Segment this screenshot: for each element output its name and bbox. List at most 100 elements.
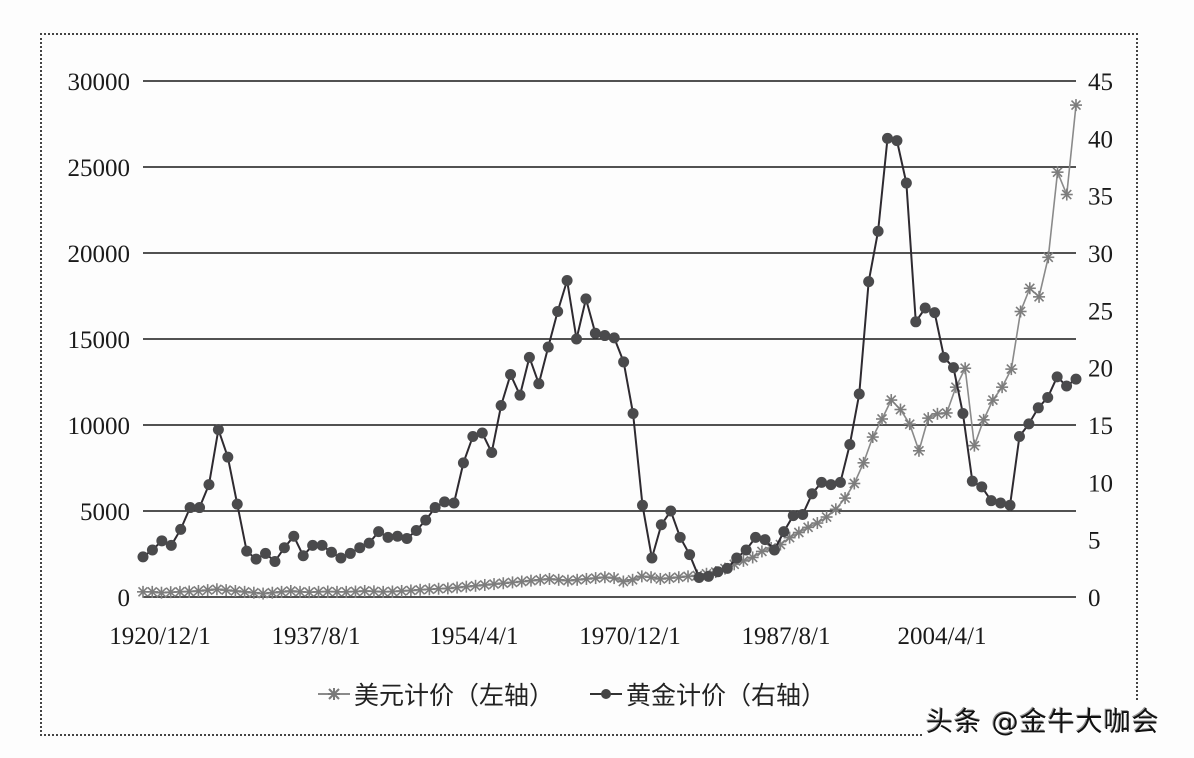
y-left-tick-label: 30000 (68, 69, 131, 96)
asterisk-marker (1033, 290, 1046, 303)
circle-marker (806, 488, 818, 500)
asterisk-marker (220, 584, 233, 597)
circle-marker (976, 481, 988, 493)
asterisk-marker (266, 586, 279, 599)
circle-marker (429, 502, 441, 514)
circle-marker (1051, 371, 1063, 383)
circle-marker (844, 438, 856, 450)
asterisk-marker (829, 503, 842, 516)
asterisk-marker (257, 587, 270, 600)
circle-marker (693, 572, 705, 584)
y-axis-right: 0 5 10 15 20 25 30 35 40 45 (1088, 69, 1113, 612)
legend-label-usd: 美元计价（左轴） (354, 681, 555, 710)
y-right-tick-label: 45 (1088, 69, 1113, 96)
y-left-tick-label: 0 (118, 585, 131, 612)
asterisk-marker (247, 586, 260, 599)
asterisk-marker (1014, 305, 1027, 318)
watermark: 头条 @金牛大咖会 (924, 700, 1162, 739)
circle-marker (608, 332, 620, 344)
asterisk-marker (940, 406, 953, 419)
circle-marker (391, 530, 403, 542)
asterisk-marker (866, 431, 879, 444)
circle-marker (203, 479, 215, 491)
asterisk-marker (931, 407, 944, 420)
circle-marker (288, 530, 300, 542)
y-right-tick-label: 20 (1088, 356, 1113, 383)
circle-marker (787, 510, 799, 522)
asterisk-marker (876, 412, 889, 425)
circle-marker (580, 293, 592, 305)
circle-marker (1042, 391, 1054, 403)
y-right-tick-label: 10 (1088, 470, 1113, 497)
circle-marker (985, 495, 997, 507)
x-tick-label: 1937/8/1 (272, 623, 361, 650)
asterisk-marker (312, 585, 325, 598)
circle-marker (165, 539, 177, 551)
asterisk-marker (1023, 282, 1036, 295)
circle-marker (552, 305, 564, 317)
circle-marker (721, 562, 733, 574)
circle-marker (175, 523, 187, 535)
legend-item-gold: 黄金计价（右轴） (590, 676, 826, 712)
circle-marker (910, 316, 922, 328)
asterisk-marker (608, 572, 621, 585)
y-right-tick-label: 5 (1088, 528, 1101, 555)
asterisk-marker (146, 585, 159, 598)
asterisk-marker (404, 584, 417, 597)
legend-item-usd: 美元计价（左轴） (318, 676, 554, 712)
circle-marker (231, 498, 243, 510)
circle-marker (938, 351, 950, 363)
circle-marker (335, 552, 347, 564)
circle-marker (533, 378, 545, 390)
asterisk-marker (654, 572, 667, 585)
circle-marker (184, 502, 196, 514)
asterisk-marker (210, 583, 223, 596)
asterisk-marker (617, 575, 630, 588)
asterisk-marker (635, 570, 648, 583)
circle-marker (297, 550, 309, 562)
y-right-tick-label: 30 (1088, 241, 1113, 268)
asterisk-marker (977, 413, 990, 426)
circle-marker (194, 502, 206, 514)
circle-marker (655, 519, 667, 531)
asterisk-marker (275, 585, 288, 598)
asterisk-marker (968, 439, 981, 452)
circle-marker (891, 135, 903, 147)
y-right-tick-label: 0 (1088, 585, 1101, 612)
circle-marker (759, 534, 771, 546)
circle-marker (382, 531, 394, 543)
circle-marker (571, 333, 583, 345)
circle-marker (768, 544, 780, 556)
asterisk-marker (238, 585, 251, 598)
y-left-tick-label: 15000 (68, 327, 131, 354)
asterisk-marker (340, 585, 353, 598)
asterisk-marker (478, 578, 491, 591)
circle-marker (307, 539, 319, 551)
x-tick-label: 1954/4/1 (430, 623, 519, 650)
circle-marker (561, 275, 573, 287)
circle-marker (797, 508, 809, 520)
asterisk-marker (811, 517, 824, 530)
asterisk-marker (626, 573, 639, 586)
asterisk-marker (820, 511, 833, 524)
asterisk-marker (792, 526, 805, 539)
y-axis-left: 0 5000 10000 15000 20000 25000 30000 (68, 69, 131, 612)
y-right-tick-label: 35 (1088, 184, 1113, 211)
asterisk-marker (598, 571, 611, 584)
asterisk-marker (534, 573, 547, 586)
y-right-tick-label: 25 (1088, 298, 1113, 325)
circle-marker (137, 551, 149, 563)
asterisk-marker (848, 477, 861, 490)
circle-marker (882, 132, 894, 144)
circle-marker (344, 547, 356, 559)
circle-marker (853, 388, 865, 400)
legend: 美元计价（左轴） 黄金计价（右轴） (318, 676, 862, 712)
circle-marker (872, 225, 884, 237)
circle-marker (212, 424, 224, 436)
y-left-tick-label: 25000 (68, 155, 131, 182)
asterisk-marker (857, 456, 870, 469)
circle-marker (778, 526, 790, 538)
circle-marker (599, 330, 611, 342)
circle-marker (589, 327, 601, 339)
